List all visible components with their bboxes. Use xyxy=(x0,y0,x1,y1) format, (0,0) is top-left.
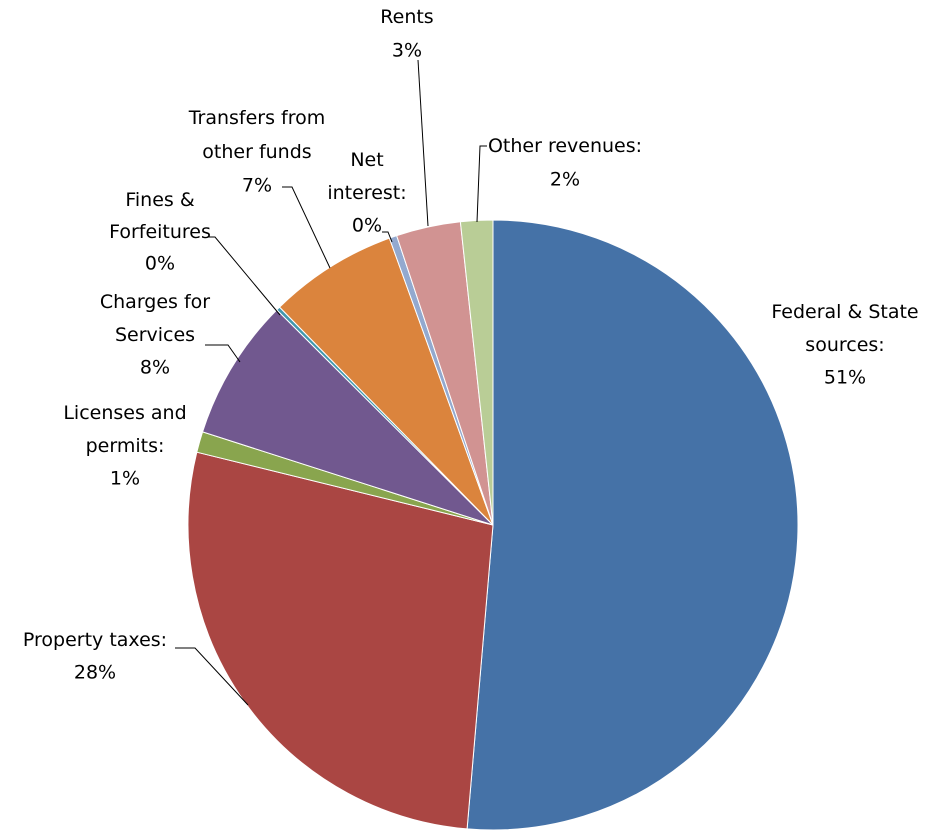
slice-label: Property taxes: xyxy=(23,629,167,651)
slice-label: Net interest: xyxy=(327,149,406,204)
leader-line xyxy=(417,59,429,227)
value-label: 8% xyxy=(140,357,170,379)
slice-label: Fines & Forfeitures xyxy=(109,189,211,243)
value-label: 51% xyxy=(824,367,866,389)
value-label: 28% xyxy=(74,662,116,684)
value-label: 7% xyxy=(242,175,272,197)
pie-slice xyxy=(278,237,494,526)
slice-label: Licenses and permits: xyxy=(63,402,186,457)
value-label: 0% xyxy=(352,215,382,237)
leader-line xyxy=(175,647,249,706)
leader-line xyxy=(382,231,393,243)
value-label: 0% xyxy=(145,253,175,275)
pie-slice xyxy=(466,219,799,831)
leader-line xyxy=(207,236,281,316)
value-label: 1% xyxy=(110,468,140,490)
slice-label: Rents xyxy=(380,6,433,28)
slice-label: Transfers from other funds xyxy=(188,107,326,163)
leader-line xyxy=(205,344,241,363)
pie-slice xyxy=(201,309,494,526)
value-label: 2% xyxy=(550,169,580,191)
leader-line xyxy=(282,186,331,269)
slice-label: Charges for Services xyxy=(100,291,210,346)
slice-label: Other revenues: xyxy=(488,135,642,157)
value-label: 3% xyxy=(392,40,422,62)
slice-label: Federal & State sources: xyxy=(771,301,918,356)
leader-line xyxy=(476,145,487,223)
